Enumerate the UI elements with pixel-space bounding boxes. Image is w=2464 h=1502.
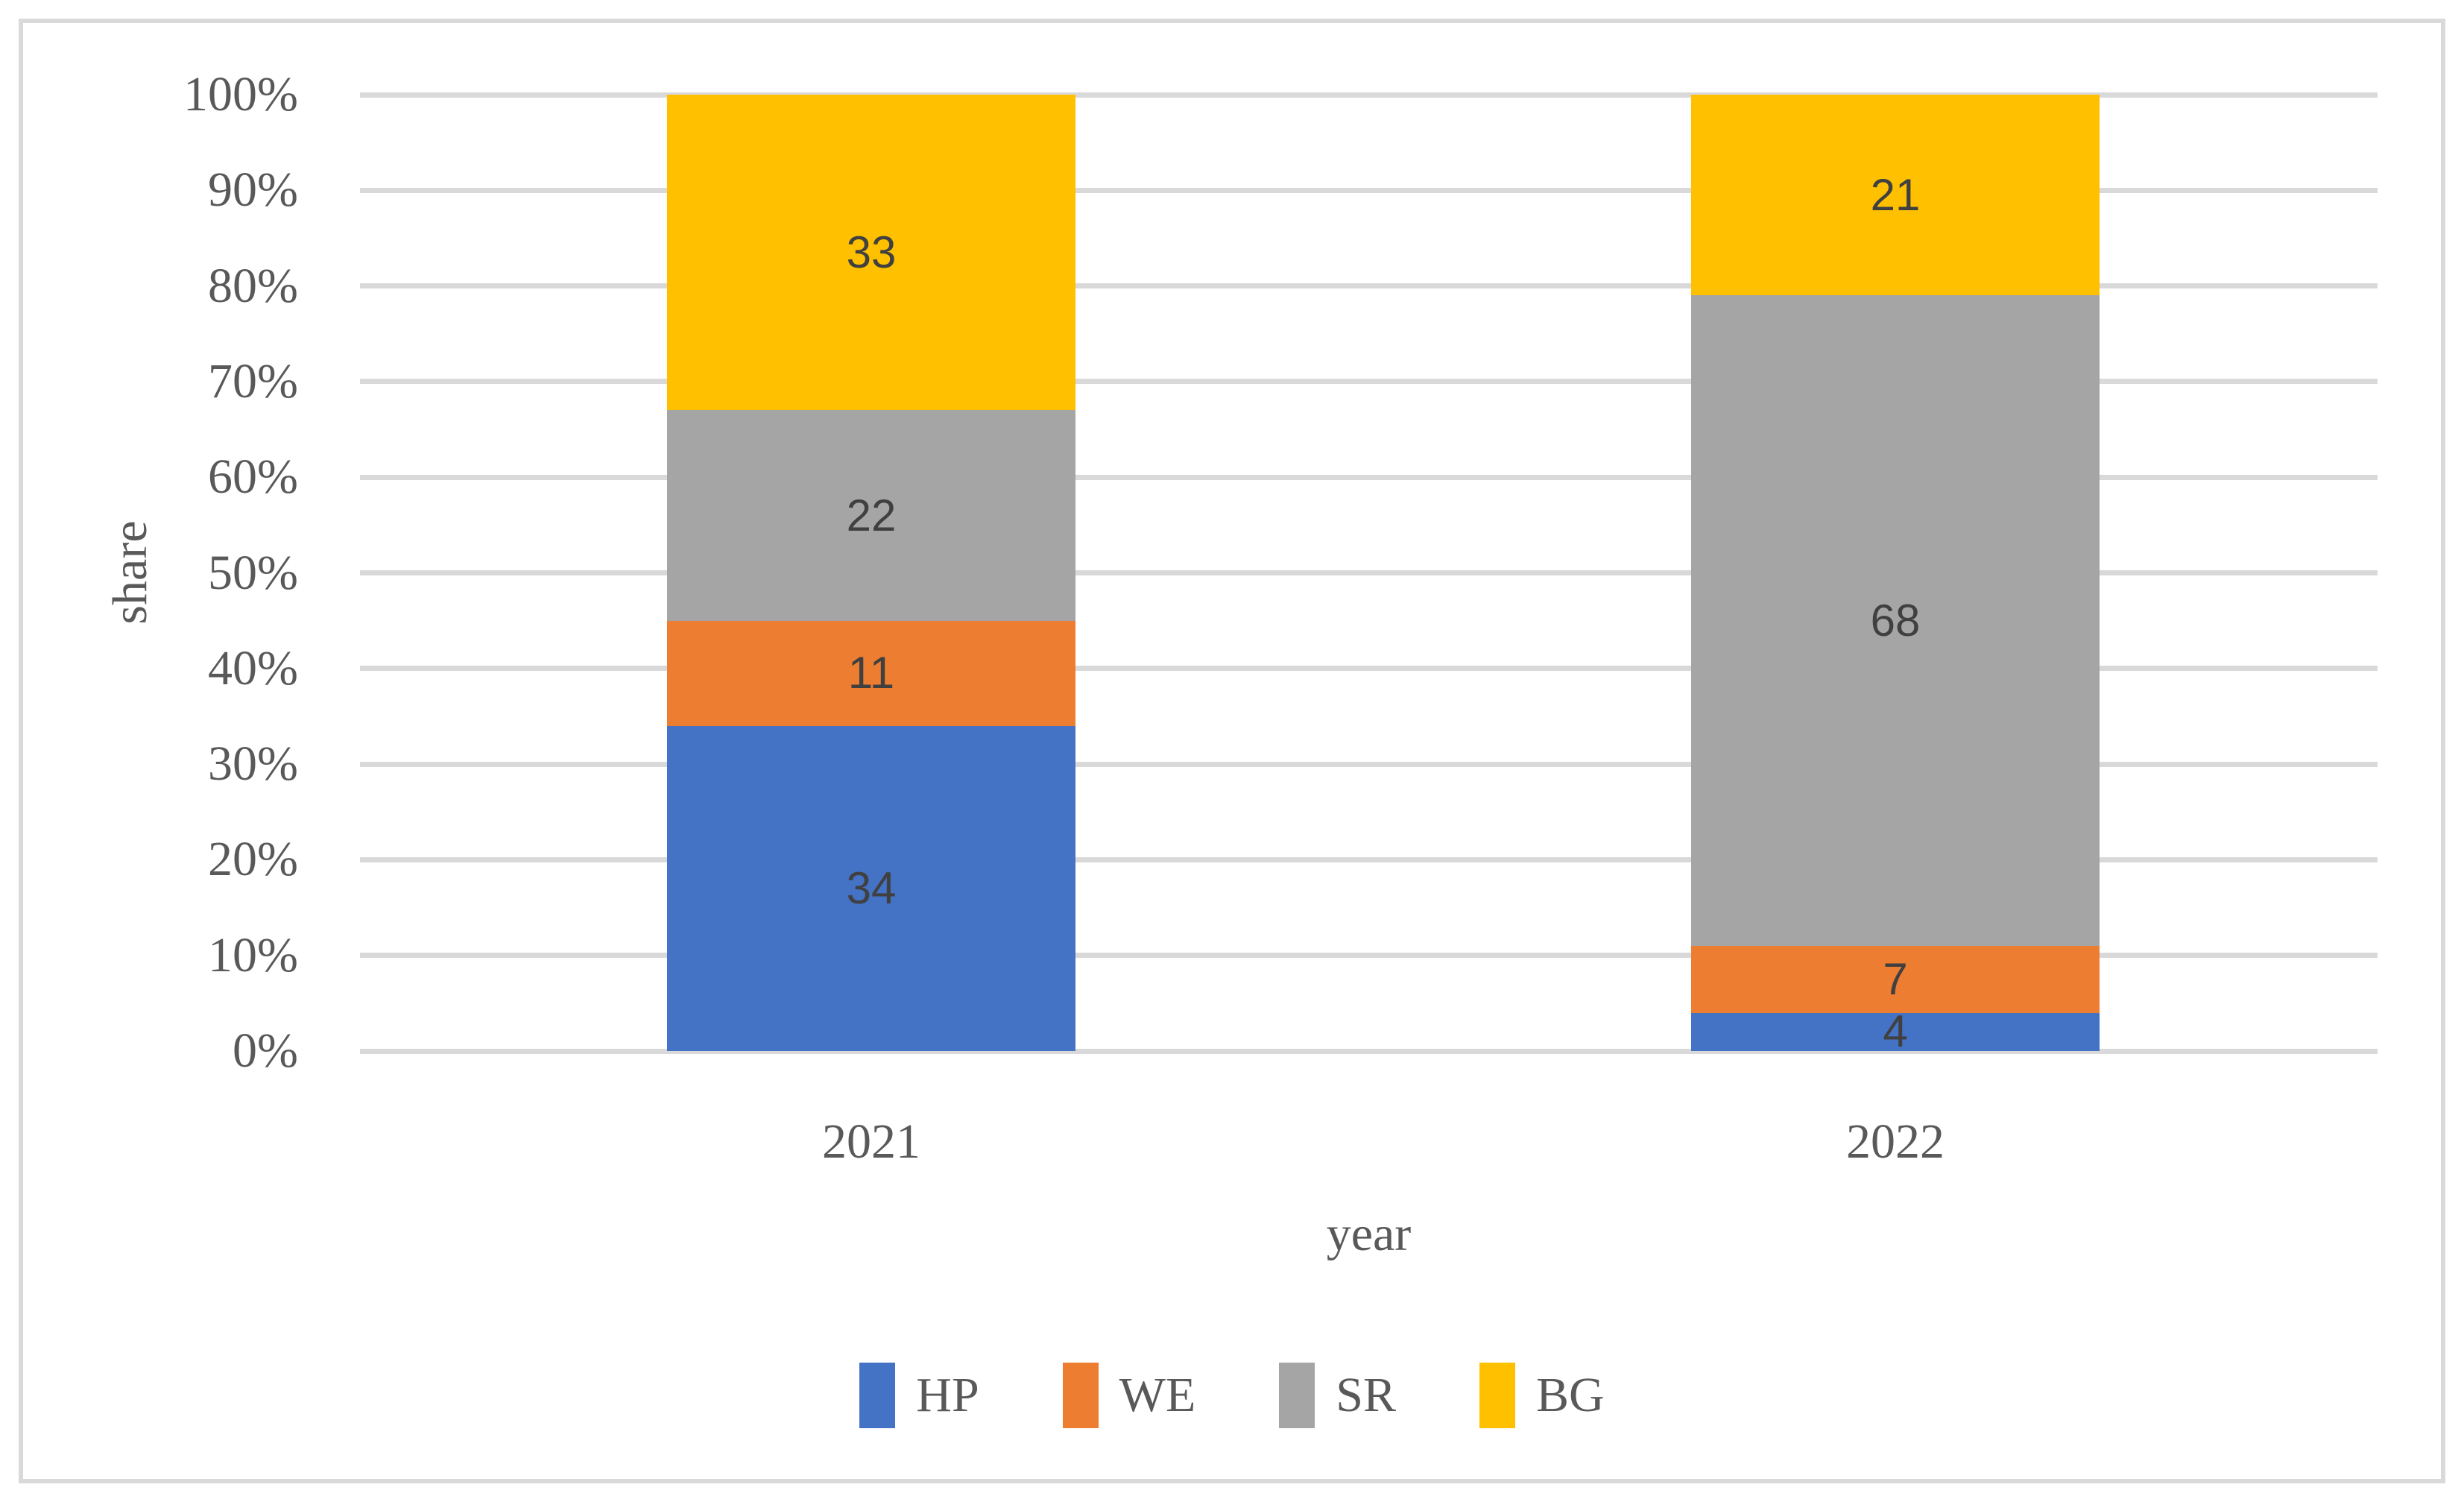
legend-item-HP: HP bbox=[859, 1363, 979, 1428]
y-tick-label: 90% bbox=[208, 162, 298, 218]
data-label-SR-2021: 22 bbox=[846, 490, 897, 540]
bar-segment-SR-2022: 68 bbox=[1691, 295, 2100, 946]
legend: HP WE SR BG bbox=[0, 1363, 2464, 1428]
gridline-60% bbox=[360, 474, 2378, 480]
bar-segment-BG-2021: 33 bbox=[667, 95, 1075, 411]
y-tick-label: 60% bbox=[208, 449, 298, 505]
plot-area: 0% 10% 20% 30% 40% 50% 60% 70% 80% 90% 100% 34 11 22 3… bbox=[183, 67, 2378, 1169]
y-tick-label: 80% bbox=[208, 258, 298, 313]
data-label-HP-2021: 34 bbox=[846, 862, 897, 913]
data-label-SR-2022: 68 bbox=[1870, 595, 1921, 646]
gridline-40% bbox=[360, 666, 2378, 672]
gridline-50% bbox=[360, 570, 2378, 575]
y-tick-label: 100% bbox=[183, 67, 298, 122]
legend-swatch-WE bbox=[1062, 1363, 1099, 1428]
bar-segment-BG-2022: 21 bbox=[1691, 95, 2100, 296]
bar-segment-WE-2021: 11 bbox=[667, 620, 1075, 726]
gridline-90% bbox=[360, 187, 2378, 193]
data-label-BG-2022: 21 bbox=[1870, 169, 1921, 220]
legend-item-BG: BG bbox=[1479, 1363, 1605, 1428]
x-tick-label-2021: 2021 bbox=[822, 1114, 920, 1169]
gridline-20% bbox=[360, 856, 2378, 862]
gridline-80% bbox=[360, 283, 2378, 289]
legend-item-SR: SR bbox=[1279, 1363, 1396, 1428]
bar-segment-SR-2021: 22 bbox=[667, 410, 1075, 621]
gridline-30% bbox=[360, 761, 2378, 767]
bar-2021: 34 11 22 33 bbox=[667, 95, 1075, 1051]
bar-segment-HP-2022: 4 bbox=[1691, 1009, 2100, 1054]
y-tick-label: 40% bbox=[208, 640, 298, 695]
legend-swatch-HP bbox=[859, 1363, 896, 1428]
x-axis-title: year bbox=[1326, 1207, 1412, 1261]
legend-label-WE: WE bbox=[1119, 1368, 1196, 1422]
legend-label-BG: BG bbox=[1536, 1368, 1605, 1422]
data-label-WE-2022: 7 bbox=[1883, 953, 1908, 1004]
y-tick-label: 50% bbox=[208, 545, 298, 600]
gridline-70% bbox=[360, 379, 2378, 385]
data-label-HP-2022: 4 bbox=[1883, 1006, 1908, 1057]
bar-segment-HP-2021: 34 bbox=[667, 725, 1075, 1051]
data-label-WE-2021: 11 bbox=[847, 648, 895, 698]
gridline-10% bbox=[360, 953, 2378, 959]
y-tick-label: 10% bbox=[208, 927, 298, 982]
bar-segment-WE-2022: 7 bbox=[1691, 945, 2100, 1013]
y-tick-label: 70% bbox=[208, 353, 298, 408]
y-tick-label: 30% bbox=[208, 736, 298, 792]
legend-item-WE: WE bbox=[1062, 1363, 1196, 1428]
y-tick-label: 20% bbox=[208, 832, 298, 887]
legend-swatch-BG bbox=[1479, 1363, 1516, 1428]
bar-2022: 4 7 68 21 bbox=[1691, 95, 2100, 1054]
legend-label-SR: SR bbox=[1336, 1368, 1397, 1422]
y-tick-label: 0% bbox=[233, 1023, 298, 1078]
gridline-0% bbox=[360, 1048, 2378, 1054]
legend-label-HP: HP bbox=[916, 1368, 979, 1422]
data-label-BG-2021: 33 bbox=[846, 227, 897, 277]
legend-swatch-SR bbox=[1279, 1363, 1315, 1428]
x-tick-label-2022: 2022 bbox=[1846, 1114, 1945, 1169]
gridline-100% bbox=[360, 92, 2378, 98]
